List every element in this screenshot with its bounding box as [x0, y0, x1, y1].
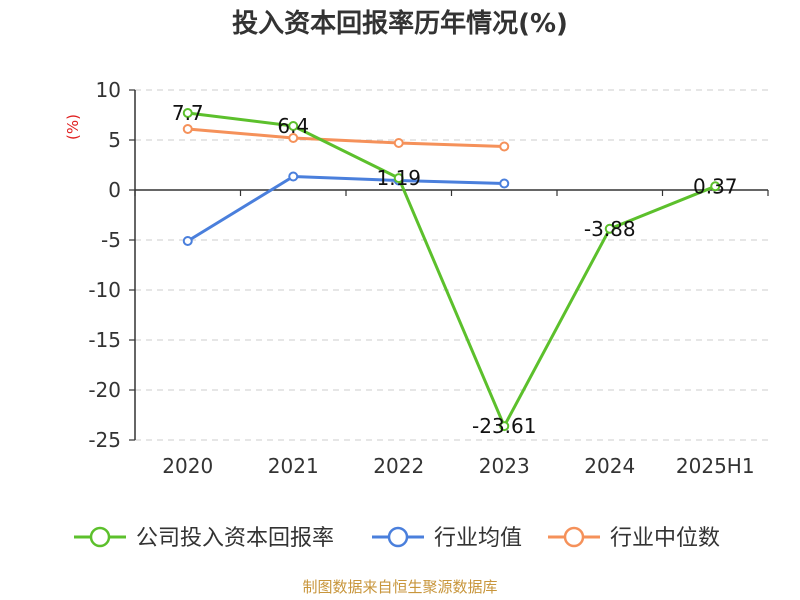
axis-layer: 10 5 0 -5 -10 -15 -20 -25 2020 2021 2022 2023 2024 20…: [88, 78, 769, 478]
legend-label: 行业中位数: [610, 526, 720, 551]
data-point[interactable]: [288, 171, 299, 182]
x-tick-label: 2021: [268, 454, 319, 478]
data-point[interactable]: [393, 138, 404, 148]
x-tick-label: 2025H1: [676, 454, 755, 478]
data-point[interactable]: [499, 178, 510, 189]
data-point[interactable]: [182, 108, 193, 118]
y-tick-label: 5: [108, 128, 121, 152]
data-point[interactable]: [182, 124, 193, 134]
series-2: [182, 124, 510, 152]
legend: 公司投入资本回报率 行业均值 行业中位数: [74, 526, 720, 551]
y-tick-label: -15: [88, 328, 121, 352]
y-tick-label: 0: [108, 178, 121, 202]
x-tick-label: 2023: [479, 454, 530, 478]
data-point[interactable]: [393, 173, 404, 184]
x-tick-label: 2022: [373, 454, 424, 478]
data-point[interactable]: [288, 133, 299, 143]
legend-label: 行业均值: [434, 526, 522, 551]
series-line: [187, 111, 716, 428]
data-label: -3.88: [584, 217, 636, 241]
legend-item-0[interactable]: 公司投入资本回报率: [74, 526, 334, 551]
series-0: [182, 108, 721, 432]
x-tick-label: 2024: [584, 454, 635, 478]
y-tick-label: -20: [88, 378, 121, 402]
y-tick-label: 10: [96, 78, 121, 102]
data-point[interactable]: [288, 121, 299, 131]
x-tick-label: 2020: [162, 454, 213, 478]
legend-marker: [563, 526, 585, 548]
chart-title: 投入资本回报率历年情况(%): [232, 8, 568, 39]
data-point[interactable]: [499, 141, 510, 152]
series-1: [182, 171, 510, 246]
grid-layer: [135, 89, 768, 441]
legend-label: 公司投入资本回报率: [136, 526, 334, 551]
legend-item-2[interactable]: 行业中位数: [548, 526, 720, 551]
data-point[interactable]: [499, 421, 510, 432]
data-point[interactable]: [710, 181, 721, 192]
label-layer: 7.7 6.4 1.19 -23.61 -3.88 0.37: [172, 101, 738, 438]
y-axis-label: (%): [64, 114, 82, 140]
series-line: [187, 127, 505, 148]
series-layer: [182, 108, 721, 432]
legend-item-1[interactable]: 行业均值: [372, 526, 522, 551]
y-tick-label: -5: [101, 228, 121, 252]
y-tick-label: -25: [88, 428, 121, 452]
legend-marker: [387, 526, 409, 548]
data-label: 0.37: [693, 174, 738, 198]
source-note: 制图数据来自恒生聚源数据库: [302, 578, 497, 596]
data-label: 7.7: [172, 101, 204, 125]
data-label: 1.19: [376, 166, 421, 190]
data-point[interactable]: [182, 236, 193, 246]
data-label: -23.61: [472, 414, 536, 438]
y-tick-label: -10: [88, 278, 121, 302]
legend-marker: [89, 526, 111, 548]
series-line: [186, 175, 505, 243]
data-point[interactable]: [604, 223, 615, 234]
data-label: 6.4: [277, 114, 309, 138]
